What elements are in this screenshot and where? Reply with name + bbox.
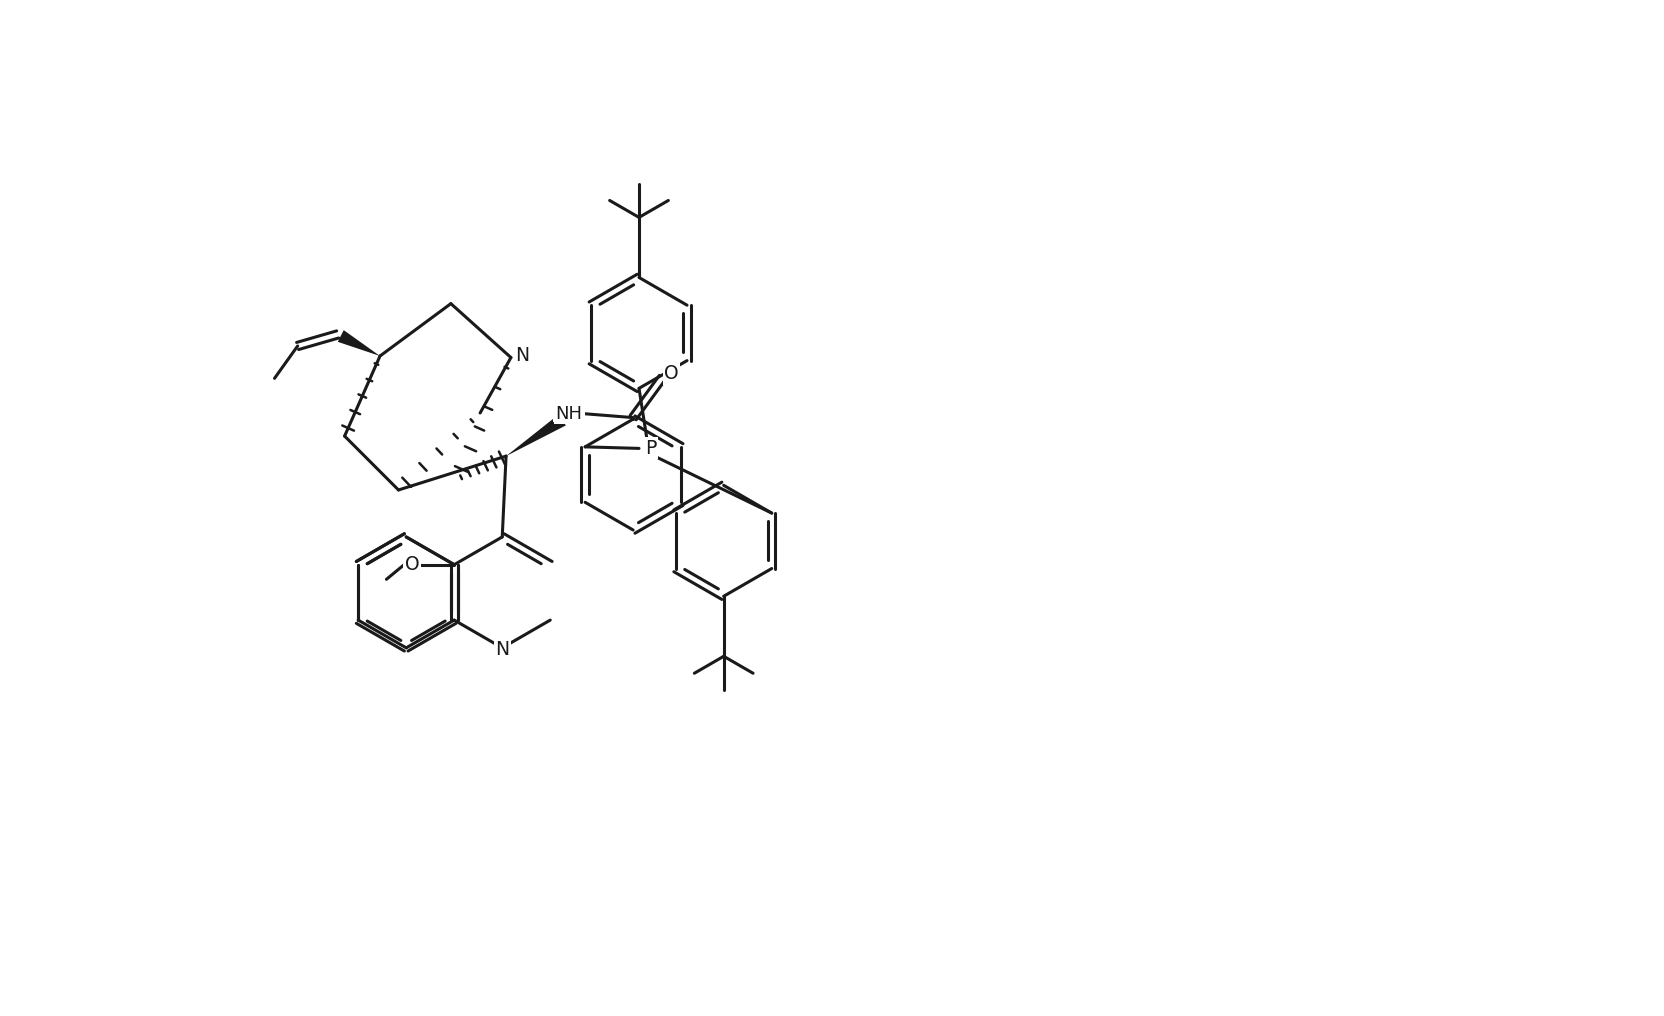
Text: P: P [646,439,656,458]
Text: O: O [664,364,679,383]
Text: N: N [516,345,529,365]
Text: N: N [554,402,569,421]
Text: H: H [571,402,584,421]
Text: N: N [496,640,509,658]
Polygon shape [506,415,566,456]
Text: O: O [404,555,419,574]
Polygon shape [338,330,379,356]
Text: NH: NH [556,404,582,423]
